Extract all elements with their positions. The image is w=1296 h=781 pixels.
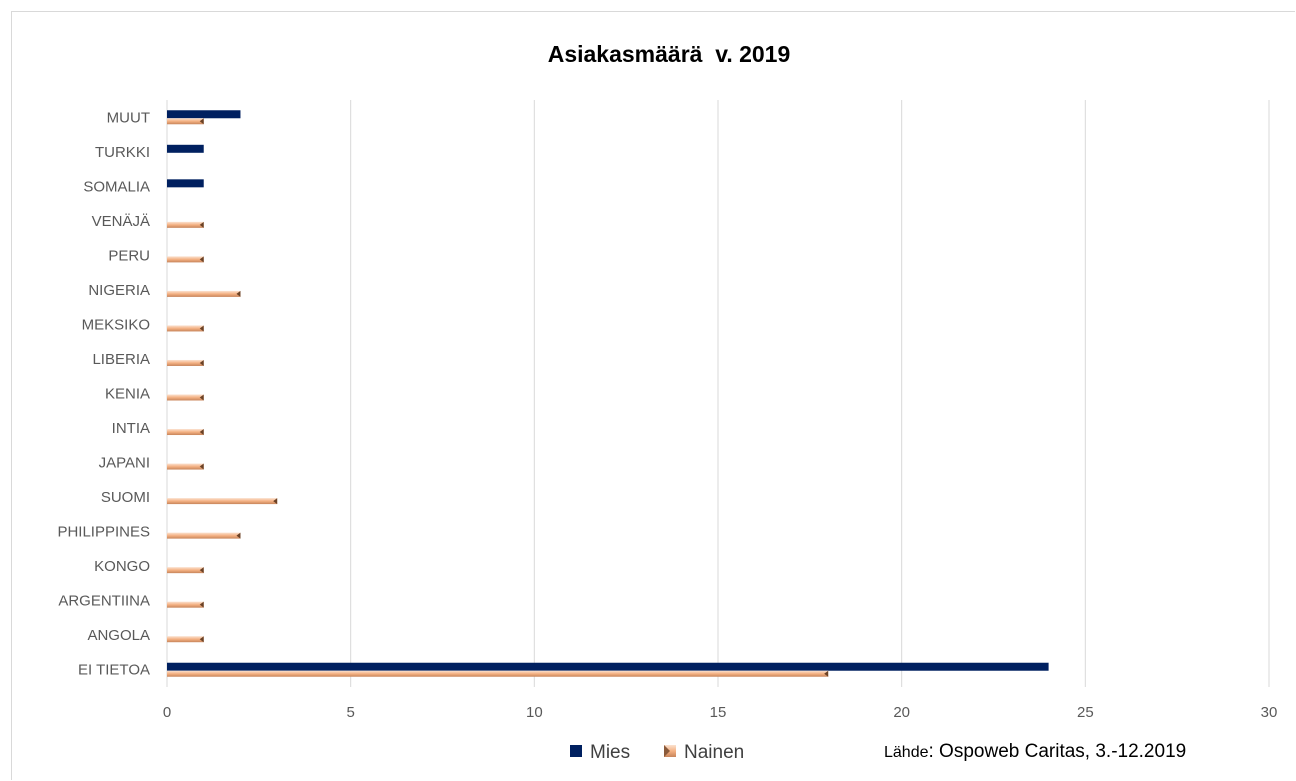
- source-label: Lähde: [884, 744, 929, 761]
- x-tick-labels: 0 5 10 15 20 25 30: [163, 704, 1278, 721]
- category-label: MEKSIKO: [82, 316, 150, 333]
- bar-mies: [167, 179, 204, 188]
- legend-swatch-mies: [570, 745, 582, 757]
- category-label: JAPANI: [99, 455, 150, 472]
- category-label: MUUT: [107, 109, 150, 126]
- legend: Mies Nainen: [570, 742, 744, 763]
- bar-nainen: [167, 429, 204, 436]
- bar-nainen: [167, 601, 204, 608]
- category-label: ARGENTIINA: [58, 593, 150, 610]
- category-label: SUOMI: [101, 489, 150, 506]
- category-label: TURKKI: [95, 144, 150, 161]
- x-tick-label: 30: [1261, 704, 1278, 721]
- bar-nainen: [167, 498, 278, 505]
- bar-nainen: [167, 567, 204, 574]
- chart-title: Asiakasmäärä v. 2019: [548, 41, 791, 67]
- category-label: NIGERIA: [88, 282, 150, 299]
- bar-nainen: [167, 636, 204, 643]
- bar-mies: [167, 662, 1049, 671]
- x-tick-label: 0: [163, 704, 171, 721]
- category-label: INTIA: [112, 420, 150, 437]
- category-label: PHILIPPINES: [57, 524, 150, 541]
- bar-nainen: [167, 325, 204, 332]
- bar-mies: [167, 110, 241, 119]
- gridlines: [166, 100, 1270, 687]
- x-tick-label: 10: [526, 704, 543, 721]
- chart-frame: Asiakasmäärä v. 2019 EI TIETOA ANGOLA ARGE…: [11, 11, 1295, 780]
- x-tick-label: 20: [893, 704, 910, 721]
- category-label: LIBERIA: [92, 351, 150, 368]
- x-tick-label: 5: [346, 704, 354, 721]
- category-label: PERU: [108, 247, 150, 264]
- category-label: KONGO: [94, 558, 150, 575]
- bar-nainen: [167, 256, 204, 263]
- x-tick-label: 25: [1077, 704, 1094, 721]
- bar-nainen: [167, 532, 241, 539]
- bar-nainen: [167, 290, 241, 297]
- bar-nainen: [167, 463, 204, 470]
- category-label: SOMALIA: [83, 178, 150, 195]
- legend-swatch-nainen: [664, 745, 676, 757]
- bars: [167, 110, 1049, 677]
- legend-label-nainen: Nainen: [684, 742, 744, 763]
- bar-chart: Asiakasmäärä v. 2019 EI TIETOA ANGOLA ARGE…: [57, 41, 1278, 763]
- bar-nainen: [167, 118, 204, 125]
- source-note: Lähde: Ospoweb Caritas, 3.-12.2019: [884, 741, 1186, 762]
- category-labels: EI TIETOA ANGOLA ARGENTIINA KONGO PHILIPPINE…: [57, 109, 150, 678]
- bar-nainen: [167, 670, 829, 677]
- legend-label-mies: Mies: [590, 742, 630, 763]
- bar-nainen: [167, 394, 204, 401]
- category-label: ANGOLA: [87, 627, 150, 644]
- bar-nainen: [167, 359, 204, 366]
- source-text: : Ospoweb Caritas, 3.-12.2019: [929, 741, 1187, 762]
- category-label: VENÄJÄ: [92, 213, 150, 230]
- bar-nainen: [167, 221, 204, 228]
- x-tick-label: 15: [710, 704, 727, 721]
- bar-mies: [167, 144, 204, 153]
- category-label: EI TIETOA: [78, 662, 150, 679]
- category-label: KENIA: [105, 386, 150, 403]
